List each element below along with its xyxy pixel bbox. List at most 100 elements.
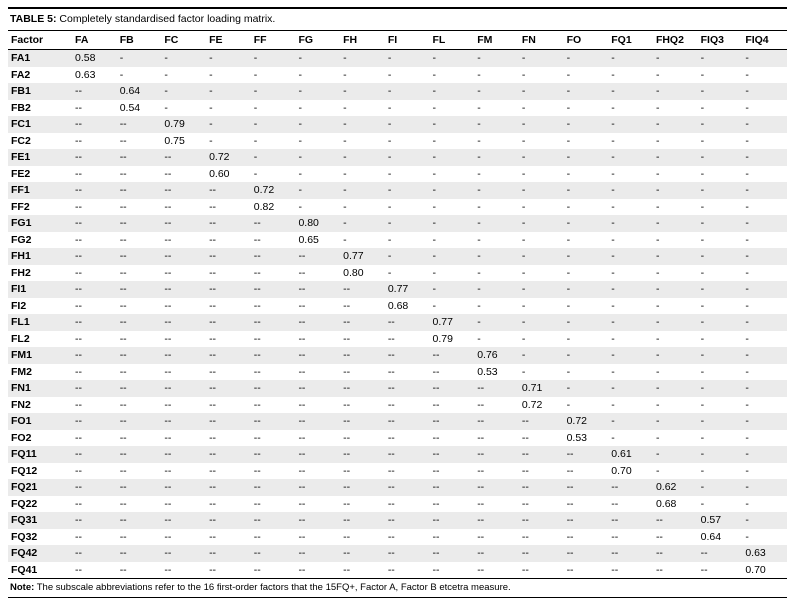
row-header: FL1 — [11, 316, 30, 328]
loading-cell: - — [253, 101, 258, 114]
loading-cell: -- — [75, 151, 82, 163]
loading-cell: - — [521, 101, 526, 114]
loading-cell: -- — [209, 464, 217, 477]
loading-cell: -- — [119, 415, 127, 427]
loading-cell: -- — [521, 431, 529, 444]
loading-cell: -- — [432, 514, 440, 526]
loading-cell: -- — [477, 514, 485, 526]
loading-cell: - — [745, 497, 749, 510]
loading-cell: -- — [119, 382, 127, 394]
loading-cell: - — [655, 134, 660, 147]
loading-cell: - — [700, 200, 705, 213]
table-row: FO2 -- -- -- -- -- -- -- -- -- -- -- 0.53- - - - — [8, 429, 787, 446]
loading-cell: -- — [164, 349, 172, 361]
loading-cell: - — [655, 200, 660, 213]
loading-cell: - — [298, 52, 302, 64]
loading-cell: -- — [253, 481, 261, 493]
loading-cell: -- — [298, 266, 306, 279]
table-row: FH2 -- -- -- -- -- -- 0.80- - - - - - - - - — [8, 264, 787, 281]
row-header: FL2 — [11, 332, 30, 345]
loading-cell: -- — [75, 349, 82, 361]
loading-cell: -- — [75, 365, 82, 378]
loading-cell: - — [700, 85, 705, 97]
loading-cell: - — [611, 134, 615, 147]
loading-cell: - — [209, 85, 213, 97]
loading-cell: -- — [119, 349, 127, 361]
loading-cell: -- — [566, 514, 574, 526]
loading-cell: - — [611, 382, 615, 394]
loading-cell: - — [298, 118, 302, 130]
loading-cell: -- — [119, 217, 127, 229]
loading-cell: - — [387, 52, 392, 64]
loading-cell: - — [477, 316, 481, 328]
loading-cell: - — [477, 266, 481, 279]
loading-cell: -- — [343, 497, 351, 510]
loading-cell: - — [745, 349, 749, 361]
loading-cell: - — [745, 167, 749, 180]
loading-cell: - — [521, 299, 526, 312]
loading-cell: -- — [298, 514, 306, 526]
loading-cell: - — [566, 101, 571, 114]
loading-cell: - — [298, 101, 302, 114]
loading-cell: - — [745, 266, 749, 279]
loading-cell: - — [745, 431, 749, 444]
table-body: FA1 0.58- - - - - - - - - - - - - - - FA2 0.63- - - - - - - - - - -… — [8, 49, 787, 579]
loading-cell: - — [432, 85, 437, 97]
row-header: FC2 — [11, 134, 31, 147]
loading-cell: -- — [432, 547, 440, 559]
table-title-text: Completely standardised factor loading m… — [59, 13, 276, 25]
row-header: FI1 — [11, 283, 27, 295]
loading-cell: -- — [209, 398, 217, 411]
loading-cell: - — [477, 52, 481, 64]
row-header: FN2 — [11, 398, 31, 411]
loading-cell: - — [745, 134, 749, 147]
loading-cell: - — [477, 217, 481, 229]
loading-cell: - — [566, 151, 571, 163]
loading-cell: -- — [164, 365, 172, 378]
loading-cell: - — [611, 118, 615, 130]
loading-cell: -- — [75, 299, 82, 312]
loading-cell: - — [477, 299, 481, 312]
loading-cell: -- — [298, 497, 306, 510]
loading-cell: - — [700, 349, 705, 361]
loading-cell: - — [432, 184, 437, 196]
loading-cell: - — [477, 167, 481, 180]
loading-cell: - — [566, 250, 571, 262]
loading-cell: - — [432, 233, 437, 246]
loading-cell: - — [611, 266, 615, 279]
loading-cell: -- — [343, 547, 351, 559]
loading-cell: - — [611, 415, 615, 427]
loading-cell: - — [566, 233, 571, 246]
loading-cell: - — [521, 283, 526, 295]
loading-cell: -- — [387, 563, 395, 576]
loading-cell: - — [745, 316, 749, 328]
loading-cell: -- — [75, 266, 82, 279]
column-header-fq1: FQ1 — [608, 31, 653, 50]
loading-cell: -- — [298, 332, 306, 345]
loading-cell: - — [611, 299, 615, 312]
loading-cell: -- — [75, 250, 82, 262]
loading-cell: -- — [432, 563, 440, 576]
row-header: FE1 — [11, 151, 31, 163]
row-header: FQ31 — [11, 514, 38, 526]
loading-cell: -- — [521, 448, 529, 460]
loading-cell: 0.79 — [432, 332, 453, 345]
loading-cell: -- — [298, 382, 306, 394]
loading-cell: - — [700, 52, 705, 64]
loading-cell: - — [432, 217, 437, 229]
loading-cell: -- — [75, 514, 82, 526]
loading-cell: -- — [75, 167, 82, 180]
loading-cell: - — [253, 68, 258, 81]
loading-cell: -- — [209, 233, 217, 246]
column-header-fn: FN — [518, 31, 564, 50]
loading-cell: - — [343, 151, 347, 163]
loading-cell: 0.64 — [119, 85, 141, 97]
column-header-fm: FM — [474, 31, 519, 50]
loading-cell: -- — [253, 299, 261, 312]
loading-cell: -- — [298, 431, 306, 444]
table-row: FN2 -- -- -- -- -- -- -- -- -- -- 0.72- - - - - — [8, 396, 787, 413]
loading-cell: 0.63 — [75, 68, 96, 81]
loading-cell: -- — [655, 563, 663, 576]
loading-cell: - — [700, 184, 705, 196]
loading-cell: - — [432, 118, 437, 130]
